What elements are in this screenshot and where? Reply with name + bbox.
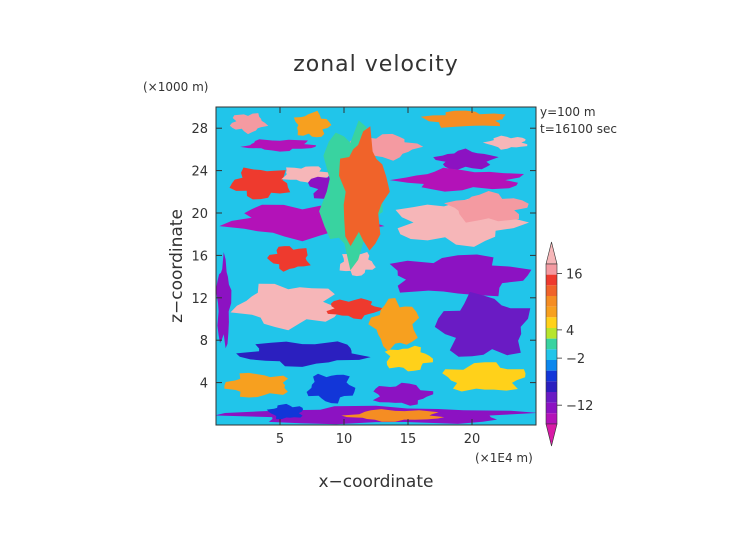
velocity-region [326, 298, 385, 320]
colorbar-band [546, 413, 557, 424]
colorbar-band [546, 349, 557, 360]
colorbar-top-arrow [545, 241, 558, 265]
velocity-region [266, 403, 303, 420]
annotation-y: y=100 m [540, 105, 596, 119]
velocity-region [482, 135, 528, 150]
colorbar-label: −12 [566, 399, 593, 414]
colorbar-band [546, 328, 557, 339]
x-axis: 5 10 15 20 [276, 107, 480, 447]
velocity-region [341, 409, 445, 422]
velocity-region [240, 139, 317, 152]
annotation-time: t=16100 sec [540, 122, 617, 136]
x-tick-label: 5 [276, 432, 284, 447]
velocity-region [442, 362, 526, 392]
velocity-region [281, 166, 331, 184]
colorbar: 16 4 −2 −12 [545, 241, 593, 447]
velocity-region [293, 110, 332, 138]
velocity-region [216, 252, 232, 349]
x-tick-label: 10 [336, 432, 353, 447]
colorbar-band [546, 402, 557, 414]
chart-title: zonal velocity [293, 52, 459, 77]
y-axis: 4 8 12 16 20 24 28 [191, 122, 536, 392]
x-axis-label: x−coordinate [319, 472, 434, 492]
y-tick-label: 16 [191, 249, 208, 264]
colorbar-band [546, 306, 557, 318]
y-axis-label: z−coordinate [167, 209, 187, 323]
velocity-region [339, 126, 390, 251]
velocity-region [267, 246, 311, 272]
velocity-field [216, 110, 536, 425]
colorbar-label: 4 [566, 324, 574, 339]
colorbar-band [546, 296, 557, 307]
velocity-region [368, 298, 420, 352]
colorbar-band [546, 338, 557, 350]
velocity-region [229, 167, 291, 200]
velocity-region [236, 341, 371, 367]
velocity-region [434, 291, 531, 357]
x-axis-unit: (×1E4 m) [475, 451, 533, 465]
y-tick-label: 4 [200, 377, 208, 392]
velocity-region [444, 191, 529, 223]
velocity-region [389, 254, 532, 297]
plot-frame [215, 106, 537, 426]
x-tick-label: 20 [464, 432, 481, 447]
colorbar-band [546, 285, 557, 296]
velocity-region [229, 113, 269, 135]
colorbar-label: −2 [566, 352, 585, 367]
velocity-region [306, 373, 356, 404]
plot-area [216, 107, 536, 425]
velocity-region [230, 283, 339, 331]
y-tick-label: 12 [191, 292, 208, 307]
colorbar-band [546, 317, 557, 328]
colorbar-band [546, 264, 557, 275]
velocity-region [384, 345, 433, 372]
y-tick-label: 28 [191, 122, 208, 137]
colorbar-band [546, 360, 557, 371]
colorbar-label: 16 [566, 267, 583, 282]
colorbar-band [546, 381, 557, 392]
velocity-region [420, 110, 506, 128]
colorbar-band [546, 274, 557, 286]
y-tick-label: 8 [200, 334, 208, 349]
x-tick-label: 15 [400, 432, 417, 447]
y-tick-label: 20 [191, 207, 208, 222]
colorbar-bottom-arrow [545, 423, 558, 447]
velocity-region [372, 382, 434, 406]
velocity-region [389, 167, 524, 192]
colorbar-band [546, 392, 557, 403]
colorbar-band [546, 370, 557, 382]
velocity-region [224, 372, 289, 398]
y-tick-label: 24 [191, 165, 208, 180]
velocity-region [395, 196, 530, 247]
y-axis-unit: (×1000 m) [143, 80, 208, 94]
velocity-region [433, 148, 499, 170]
